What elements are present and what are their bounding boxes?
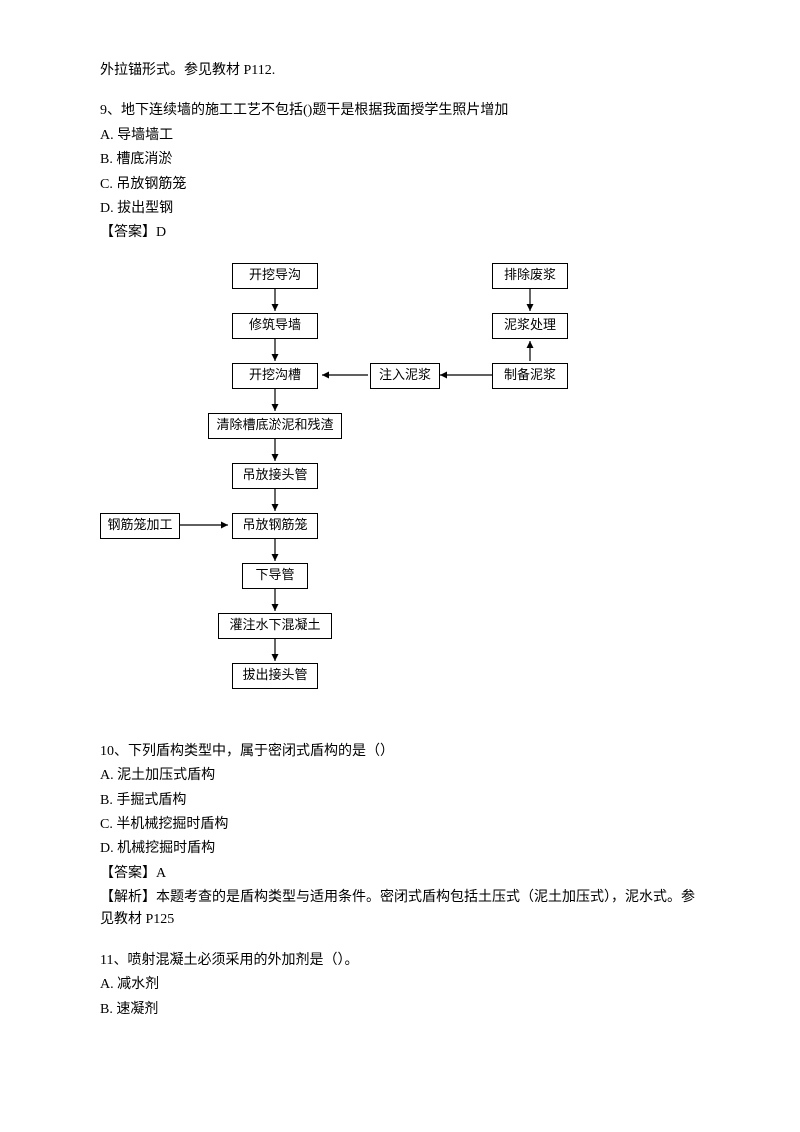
q10-option-d: D. 机械挖掘时盾构 xyxy=(100,838,700,860)
flow-n2: 修筑导墙 xyxy=(232,313,318,339)
q10-explanation: 【解析】本题考查的是盾构类型与适用条件。密闭式盾构包括土压式（泥土加压式），泥水… xyxy=(100,887,700,932)
flow-r2: 泥浆处理 xyxy=(492,313,568,339)
q9-option-b: B. 槽底消淤 xyxy=(100,149,700,171)
flow-n9: 拔出接头管 xyxy=(232,663,318,689)
q10-option-c: C. 半机械挖掘时盾构 xyxy=(100,814,700,836)
q10-stem: 10、下列盾构类型中，属于密闭式盾构的是（） xyxy=(100,741,700,763)
q10-answer: 【答案】A xyxy=(100,863,700,885)
flow-n1: 开挖导沟 xyxy=(232,263,318,289)
intro-text: 外拉锚形式。参见教材 P112. xyxy=(100,60,700,82)
q11-option-a: A. 减水剂 xyxy=(100,974,700,996)
q10-option-a: A. 泥土加压式盾构 xyxy=(100,765,700,787)
flow-n8: 灌注水下混凝土 xyxy=(218,613,332,639)
flow-s1: 钢筋笼加工 xyxy=(100,513,180,539)
flow-n6: 吊放钢筋笼 xyxy=(232,513,318,539)
q9-stem: 9、地下连续墙的施工工艺不包括()题干是根据我面授学生照片增加 xyxy=(100,100,700,122)
q9-answer: 【答案】D xyxy=(100,222,700,244)
flow-n5: 吊放接头管 xyxy=(232,463,318,489)
flow-r3: 制备泥浆 xyxy=(492,363,568,389)
flow-r1: 排除废浆 xyxy=(492,263,568,289)
flow-m1: 注入泥浆 xyxy=(370,363,440,389)
flow-n3: 开挖沟槽 xyxy=(232,363,318,389)
q9-option-a: A. 导墙墙工 xyxy=(100,125,700,147)
flowchart: 开挖导沟 修筑导墙 开挖沟槽 清除槽底淤泥和残渣 吊放接头管 吊放钢筋笼 下导管… xyxy=(100,253,600,733)
q9-option-d: D. 拔出型钢 xyxy=(100,198,700,220)
q11-stem: 11、喷射混凝土必须采用的外加剂是（）。 xyxy=(100,950,700,972)
q11-option-b: B. 速凝剂 xyxy=(100,999,700,1021)
flow-n7: 下导管 xyxy=(242,563,308,589)
q9-option-c: C. 吊放钢筋笼 xyxy=(100,174,700,196)
flow-n4: 清除槽底淤泥和残渣 xyxy=(208,413,342,439)
q10-option-b: B. 手掘式盾构 xyxy=(100,790,700,812)
